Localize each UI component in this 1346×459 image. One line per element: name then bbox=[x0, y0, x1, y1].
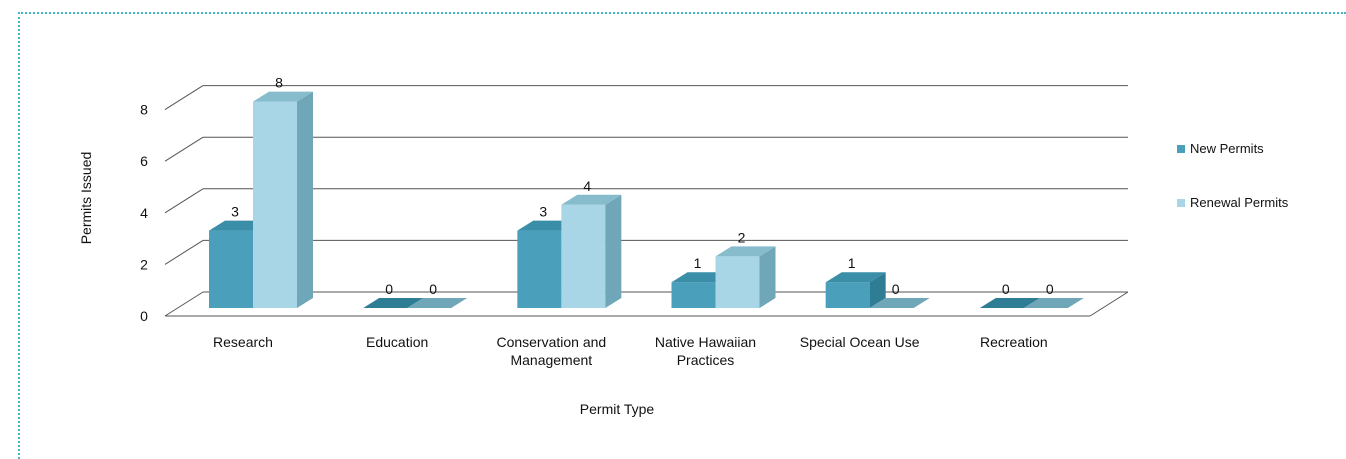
bar-front bbox=[671, 282, 716, 308]
y-tick-label: 6 bbox=[140, 153, 148, 169]
bar bbox=[1023, 298, 1084, 308]
category-labels: Research Education Conservation and Managem… bbox=[213, 334, 1048, 368]
bar-top bbox=[363, 298, 424, 308]
data-label: 3 bbox=[539, 204, 547, 220]
x-axis-title: Permit Type bbox=[580, 401, 655, 417]
bar-front bbox=[825, 282, 870, 308]
bars bbox=[209, 91, 1084, 308]
gridlines bbox=[164, 85, 1129, 317]
data-label: 8 bbox=[275, 75, 283, 91]
dotted-frame-top bbox=[18, 12, 1346, 14]
legend-label: Renewal Permits bbox=[1190, 195, 1289, 210]
bar-top bbox=[979, 298, 1040, 308]
bar bbox=[561, 194, 622, 308]
bar-top bbox=[715, 246, 776, 257]
bar-top bbox=[1023, 298, 1084, 308]
bar-top bbox=[561, 194, 622, 205]
y-tick-label: 4 bbox=[140, 205, 148, 221]
dotted-frame-left bbox=[18, 12, 20, 459]
category-label: Recreation bbox=[980, 334, 1048, 350]
bar-top bbox=[869, 298, 930, 308]
bar bbox=[253, 91, 313, 308]
y-tick-labels: 0 2 4 6 8 bbox=[140, 102, 148, 324]
data-labels: 3 8 0 0 3 4 1 2 1 0 0 0 bbox=[231, 75, 1054, 297]
legend-swatch bbox=[1177, 145, 1185, 153]
category-label: Conservation and Management bbox=[496, 334, 606, 368]
category-label: Special Ocean Use bbox=[800, 334, 920, 350]
floor-right-edge bbox=[1089, 291, 1129, 317]
bar-top bbox=[825, 272, 886, 283]
legend-swatch bbox=[1177, 199, 1185, 207]
bar-side bbox=[759, 246, 776, 308]
bar bbox=[407, 298, 468, 308]
legend-label: New Permits bbox=[1190, 141, 1264, 156]
category-label: Education bbox=[366, 334, 428, 350]
y-tick-label: 0 bbox=[140, 308, 148, 324]
data-label: 0 bbox=[1046, 281, 1054, 297]
data-label: 3 bbox=[231, 204, 239, 220]
gridline-side bbox=[164, 85, 204, 111]
bar-front bbox=[561, 204, 606, 308]
y-axis-title: Permits Issued bbox=[78, 152, 94, 245]
gridline-side bbox=[164, 291, 204, 317]
data-label: 0 bbox=[385, 281, 393, 297]
bar-front bbox=[517, 230, 562, 308]
bar bbox=[825, 272, 886, 308]
bar bbox=[715, 246, 776, 308]
data-label: 1 bbox=[848, 255, 856, 271]
bar bbox=[979, 298, 1040, 308]
data-label: 0 bbox=[1002, 281, 1010, 297]
bar-top bbox=[407, 298, 468, 308]
data-label: 1 bbox=[694, 255, 702, 271]
gridline-side bbox=[164, 239, 204, 265]
bar bbox=[363, 298, 424, 308]
data-label: 2 bbox=[738, 229, 746, 245]
bar-top bbox=[253, 91, 313, 102]
gridline-side bbox=[164, 188, 204, 214]
category-label: Research bbox=[213, 334, 273, 350]
bar-side bbox=[605, 194, 622, 308]
bar bbox=[869, 298, 930, 308]
bar-front bbox=[253, 101, 297, 308]
data-label: 0 bbox=[429, 281, 437, 297]
y-tick-label: 2 bbox=[140, 256, 148, 272]
bar-side bbox=[869, 272, 886, 308]
bar-front bbox=[715, 256, 760, 308]
gridline-side bbox=[164, 136, 204, 162]
data-label: 0 bbox=[892, 281, 900, 297]
data-label: 4 bbox=[583, 178, 591, 194]
bar-front bbox=[209, 230, 253, 308]
legend: New Permits Renewal Permits bbox=[1177, 141, 1289, 210]
bar-side bbox=[297, 91, 313, 308]
y-tick-label: 8 bbox=[140, 102, 148, 118]
category-label: Native Hawaiian Practices bbox=[655, 334, 756, 368]
